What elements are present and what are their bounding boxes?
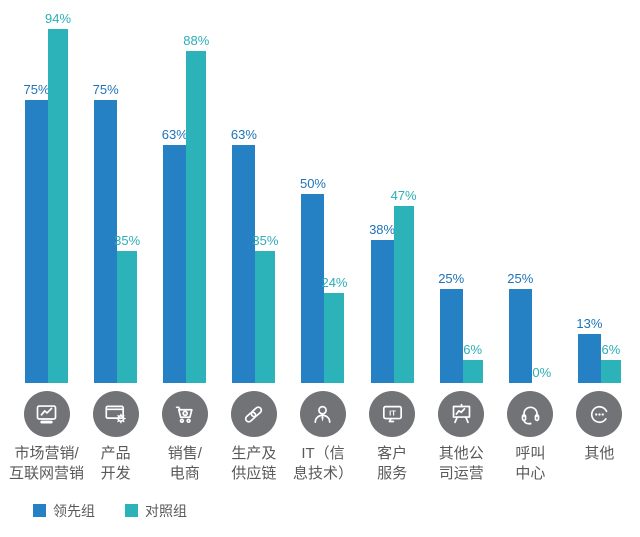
bar-value-label: 75% (92, 82, 119, 97)
chart-column: 75% 35% 产品 开发 (81, 0, 150, 485)
bar-value-label: 75% (23, 82, 50, 97)
bar-control-group: 35% (252, 233, 278, 383)
person-icon (299, 391, 346, 437)
chart-column: 25% 6% 其他公 司运营 (427, 0, 496, 485)
chart-column: 13% 6% 其他 (565, 0, 634, 485)
bar-value-label: 63% (161, 127, 188, 142)
legend-item-leading-group: 领先组 (33, 501, 95, 521)
bar-value-label: 6% (601, 342, 621, 357)
category-label: 生产及 供应链 (231, 445, 277, 483)
chart-column: 38% 47% IT 客户 服务 (358, 0, 427, 485)
category-label: 客户 服务 (377, 445, 408, 483)
bar-pair: 13% 6% (576, 0, 621, 383)
monitor-chart-icon (23, 391, 70, 437)
easel-chart-icon (438, 391, 485, 437)
bar-leading-group: 75% (93, 82, 119, 383)
bar-value-label: 13% (576, 316, 603, 331)
bar-pair: 25% 0% (507, 0, 552, 383)
bar-value-label: 25% (507, 271, 534, 286)
legend-item-control-group: 对照组 (125, 501, 187, 521)
bar-pair: 75% 35% (93, 0, 140, 383)
bar-value-label: 35% (252, 233, 279, 248)
bar-leading-group: 63% (231, 127, 257, 383)
svg-text:IT: IT (389, 408, 396, 417)
bar-pair: 25% 6% (438, 0, 483, 383)
legend: 领先组 对照组 (0, 501, 640, 521)
chain-link-icon (230, 391, 277, 437)
bar-value-label: 25% (438, 271, 465, 286)
bar-control-group: 35% (114, 233, 140, 383)
bar-leading-group: 25% (438, 271, 464, 383)
bar-value-label: 38% (369, 222, 396, 237)
bar-control-group: 6% (600, 342, 621, 383)
legend-label-control-group: 对照组 (145, 502, 187, 519)
category-label: 呼叫 中心 (515, 445, 546, 483)
bar-value-label: 24% (321, 275, 348, 290)
bar-control-group: 6% (462, 342, 483, 383)
legend-swatch-control-group (125, 504, 138, 517)
legend-swatch-leading-group (33, 504, 46, 517)
chart-column: 25% 0% 呼叫 中心 (496, 0, 565, 485)
ellipsis-circle-icon (576, 391, 623, 437)
bar-control-group: 88% (183, 33, 209, 383)
category-label: 销售/ 电商 (167, 445, 202, 483)
chart-column: 63% 88% 销售/ 电商 (150, 0, 219, 485)
chart-column: 75% 94% 市场营销/ 互联网营销 (9, 0, 84, 485)
bar-leading-group: 63% (162, 127, 188, 383)
bar-leading-group: 13% (576, 316, 602, 383)
bar-value-label: 47% (390, 188, 417, 203)
shopping-cart-icon (161, 391, 208, 437)
bar-pair: 63% 88% (162, 0, 209, 383)
bar-value-label: 50% (299, 176, 326, 191)
bar-control-group: 47% (391, 188, 417, 383)
bar-control-group: 94% (45, 11, 71, 383)
bar-value-label: 6% (463, 342, 483, 357)
bar-value-label: 94% (45, 11, 72, 26)
category-label: IT（信 息技术） (292, 445, 353, 483)
bar-control-group: 24% (321, 275, 348, 383)
headset-icon (507, 391, 554, 437)
category-label: 市场营销/ 互联网营销 (9, 445, 85, 483)
bar-pair: 75% 94% (24, 0, 71, 383)
bar-value-label: 35% (114, 233, 141, 248)
category-label: 其他公 司运营 (438, 445, 484, 483)
bar-leading-group: 50% (300, 176, 326, 383)
bar-pair: 38% 47% (369, 0, 417, 383)
category-label: 产品 开发 (100, 445, 131, 483)
bar-chart-columns: 75% 94% 市场营销/ 互联网营销 75% 35% 产品 开发 63% 88% 销售/ 电商… (9, 0, 634, 485)
category-label: 其他 (584, 445, 615, 462)
bar-leading-group: 25% (507, 271, 533, 383)
window-gear-icon (92, 391, 139, 437)
bar-pair: 63% 35% (231, 0, 278, 383)
monitor-it-icon: IT (369, 391, 416, 437)
bar-value-label: 63% (230, 127, 257, 142)
bar-pair: 50% 24% (300, 0, 348, 383)
bar-leading-group: 38% (369, 222, 395, 383)
chart-column: 50% 24% IT（信 息技术） (288, 0, 357, 485)
legend-label-leading-group: 领先组 (53, 502, 95, 519)
chart-column: 63% 35% 生产及 供应链 (219, 0, 288, 485)
bar-value-label: 88% (183, 33, 210, 48)
bar-value-label: 0% (532, 365, 552, 380)
bar-leading-group: 75% (24, 82, 50, 383)
